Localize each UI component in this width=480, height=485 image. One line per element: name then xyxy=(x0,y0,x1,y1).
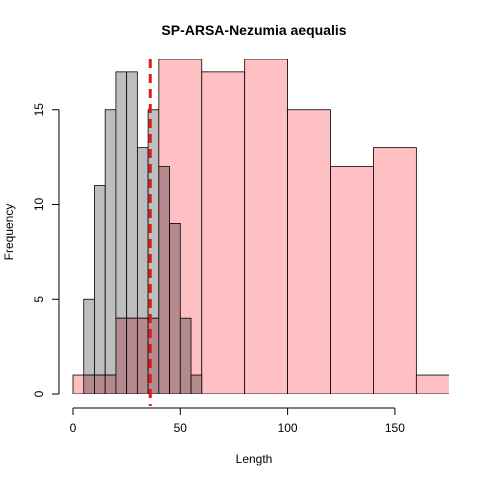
y-tick-label: 0 xyxy=(32,390,46,397)
histogram-bar-s1-b4 xyxy=(244,59,288,394)
x-axis-label: Length xyxy=(236,452,273,466)
histogram-bar-s1-b7 xyxy=(373,147,417,394)
y-tick-label: 5 xyxy=(32,296,46,303)
histogram-bar-s1-b8 xyxy=(415,374,449,394)
x-tick-label: 150 xyxy=(385,421,405,435)
chart-title: SP-ARSA-Nezumia aequalis xyxy=(161,22,346,38)
histogram-bar-s1-b6 xyxy=(330,166,374,394)
histogram-bar-s2-b5 xyxy=(136,317,149,394)
x-tick-label: 100 xyxy=(278,421,298,435)
histogram-bar-s2-b3 xyxy=(115,317,128,394)
x-axis: 0 50 100 150 xyxy=(70,407,405,435)
histogram-bar-s2-b0 xyxy=(83,374,95,394)
y-axis-label: Frequency xyxy=(2,204,16,261)
histogram-bar-s2-b10 xyxy=(190,374,203,394)
histogram-bar-s2-b2 xyxy=(104,374,117,394)
y-tick-label: 10 xyxy=(32,198,46,212)
histogram-bar-s1-b3 xyxy=(201,71,246,394)
histogram-bar-s0-b2 xyxy=(104,109,117,394)
y-tick-label: 15 xyxy=(32,103,46,117)
histogram-bar-s2-b8 xyxy=(169,223,181,394)
histogram-bar-s0-b1 xyxy=(94,185,106,394)
histogram-bar-s2-b4 xyxy=(126,317,138,394)
histogram-bar-s1-b5 xyxy=(287,109,331,394)
x-tick-label: 0 xyxy=(70,421,77,435)
bars-layer xyxy=(72,59,449,394)
x-tick-label: 50 xyxy=(174,421,188,435)
histogram-bar-s2-b9 xyxy=(179,317,192,394)
histogram-bar-s2-b1 xyxy=(94,374,106,394)
y-axis: 0 5 10 15 xyxy=(32,103,60,397)
histogram-bar-s2-b7 xyxy=(158,166,170,394)
